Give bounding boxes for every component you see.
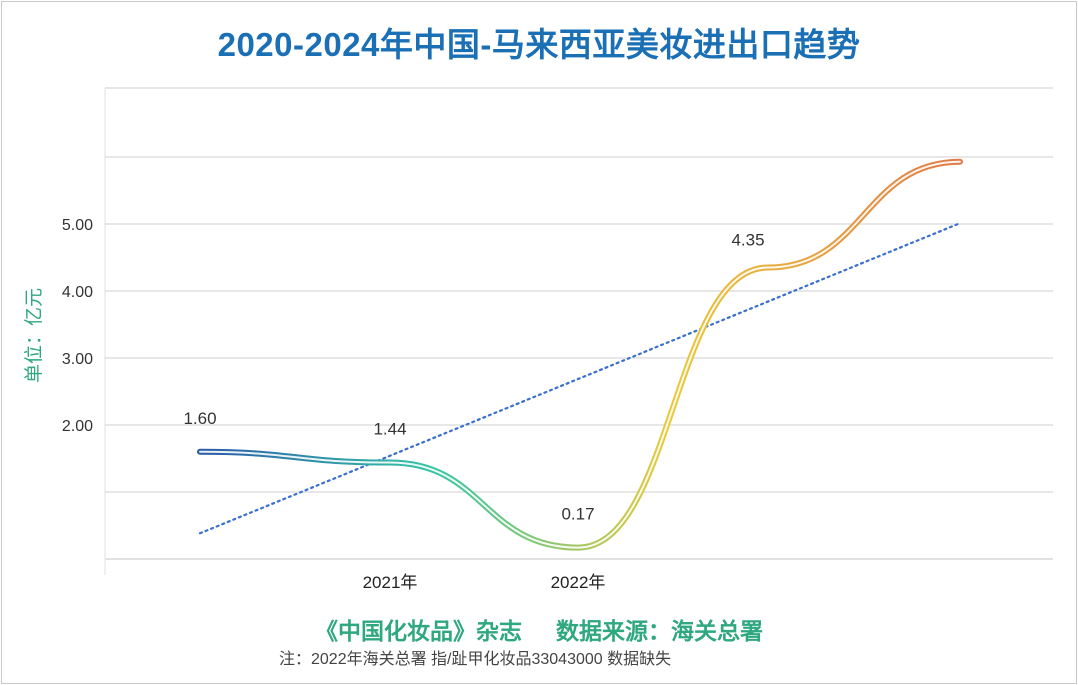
data-label: 0.17 [561,505,594,524]
data-label: 4.35 [731,231,764,250]
y-tick-label: 5.00 [62,217,93,234]
y-tick-label: 4.00 [62,284,93,301]
data-label: 1.44 [373,420,406,439]
x-tick-label: 2022年 [551,573,606,592]
data-label: 1.60 [183,409,216,428]
line-layer [197,158,963,551]
grid-layer [104,87,1053,575]
source-line: 《中国化妆品》杂志 数据来源：海关总署 [0,612,1078,646]
trendline [198,222,962,535]
series-line-inner [199,160,961,549]
y-tick-label: 2.00 [62,418,93,435]
label-layer: 1.60 1.44 0.17 4.35 [183,231,764,524]
x-tick-label: 2021年 [363,573,418,592]
trend-layer [198,222,962,535]
footnote: 注：2022年海关总署 指/趾甲化妆品33043000 数据缺失 [279,651,672,668]
series-line-outer [197,158,963,551]
publication-name: 《中国化妆品》杂志 [315,618,522,644]
y-tick-label: 3.00 [62,351,93,368]
data-source: 数据来源：海关总署 [556,618,763,644]
axis-layer: 2.00 3.00 4.00 5.00 2021年 2022年 [62,217,606,592]
chart-title: 2020-2024年中国-马来西亚美妆进出口趋势 [217,26,861,63]
